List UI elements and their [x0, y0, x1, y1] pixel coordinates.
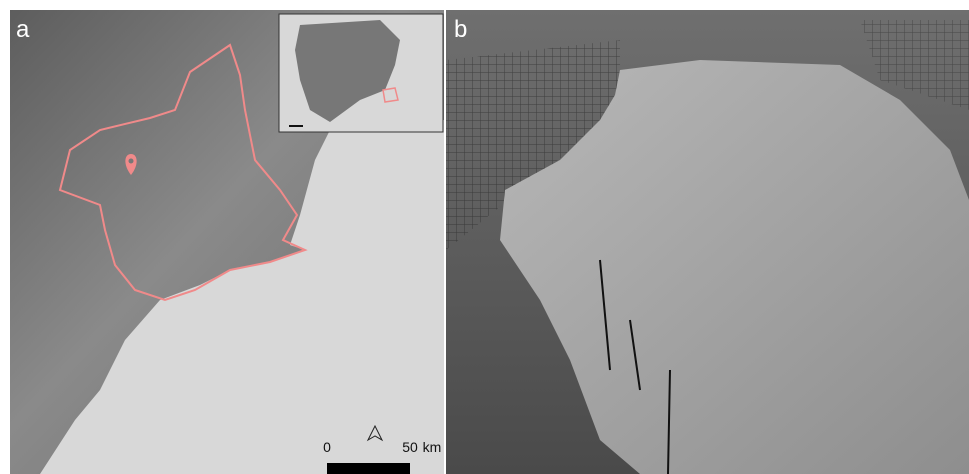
marker-dot	[129, 159, 134, 164]
inset-map	[279, 14, 443, 132]
scale-bar	[327, 463, 410, 474]
photo-panel: b	[446, 10, 969, 474]
panel-label: a	[16, 16, 30, 43]
scale-end: 50	[402, 439, 418, 455]
map-panel: a 0 50 km	[10, 10, 444, 474]
figure: a 0 50 km b	[0, 0, 969, 474]
panel-label: b	[454, 16, 467, 43]
scale-start: 0	[323, 439, 331, 455]
scale-unit: km	[423, 439, 442, 455]
inset-scale	[289, 125, 303, 127]
